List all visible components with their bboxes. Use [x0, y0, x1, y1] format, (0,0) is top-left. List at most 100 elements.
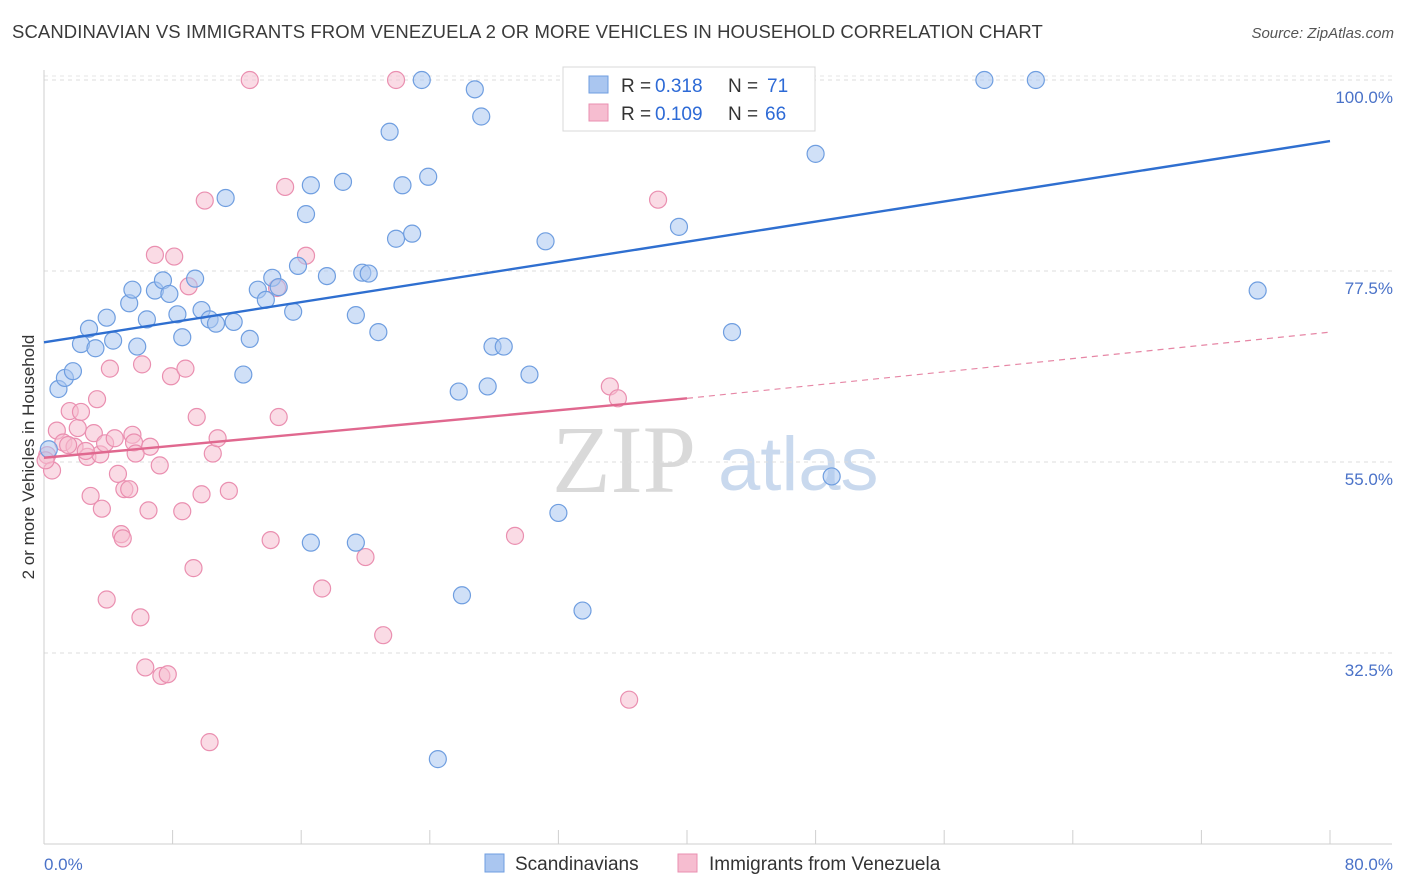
legend-r-value-2: 0.109	[655, 104, 703, 125]
legend-bottom-swatch-scandinavians	[484, 853, 505, 873]
data-point-venezuela	[150, 456, 169, 475]
watermark-atlas: atlas	[718, 422, 879, 507]
data-point-venezuela	[219, 481, 238, 500]
legend-bottom: Scandinavians Immigrants from Venezuela	[484, 853, 941, 875]
legend-n-value-1: 71	[767, 76, 788, 97]
data-point-scandinavians	[296, 205, 316, 224]
data-point-venezuela	[269, 407, 288, 427]
series-scandinavians-points	[39, 70, 1267, 769]
data-point-scandinavians	[393, 176, 412, 195]
data-point-scandinavians	[478, 377, 497, 396]
y-tick-label: 32.5%	[1345, 661, 1393, 680]
legend-r-value-1: 0.318	[655, 76, 703, 97]
data-point-scandinavians	[206, 314, 226, 333]
data-point-scandinavians	[123, 280, 142, 299]
legend-n-value-2: 66	[765, 104, 786, 125]
data-point-scandinavians	[386, 229, 406, 248]
data-point-scandinavians	[536, 232, 555, 251]
data-point-scandinavians	[419, 167, 438, 186]
data-point-scandinavians	[380, 122, 399, 141]
data-point-scandinavians	[1248, 281, 1267, 300]
data-point-venezuela	[97, 590, 116, 609]
data-point-venezuela	[136, 658, 155, 677]
legend-n-label-1: N =	[728, 76, 758, 97]
data-point-scandinavians	[549, 503, 568, 523]
data-point-venezuela	[108, 464, 128, 483]
data-point-venezuela	[131, 608, 150, 627]
data-point-venezuela	[240, 70, 259, 90]
legend-r-label-2: R =	[621, 104, 651, 125]
data-point-venezuela	[312, 579, 332, 598]
y-tick-labels: 100.0% 77.5% 55.0% 32.5%	[1335, 88, 1393, 680]
x-ticks	[43, 830, 1331, 844]
data-point-scandinavians	[346, 306, 365, 325]
data-point-scandinavians	[494, 337, 513, 356]
legend-top: R = 0.318 N = 71 R = 0.109 N = 66	[562, 66, 816, 132]
data-point-scandinavians	[452, 586, 472, 605]
data-point-scandinavians	[301, 533, 320, 552]
data-point-venezuela	[505, 526, 525, 545]
data-point-scandinavians	[240, 329, 259, 349]
data-point-scandinavians	[137, 310, 156, 329]
data-point-venezuela	[71, 402, 91, 422]
trend-lines	[43, 139, 1331, 459]
data-point-venezuela	[276, 177, 295, 197]
data-point-venezuela	[68, 418, 87, 438]
data-point-venezuela	[81, 486, 100, 506]
data-point-scandinavians	[288, 256, 308, 276]
data-point-venezuela	[184, 559, 203, 578]
data-point-scandinavians	[806, 144, 825, 163]
data-point-venezuela	[208, 429, 227, 448]
data-point-scandinavians	[216, 188, 235, 208]
legend-bottom-label-venezuela: Immigrants from Venezuela	[709, 854, 941, 875]
data-point-venezuela	[195, 191, 214, 210]
data-point-scandinavians	[669, 217, 689, 236]
data-point-scandinavians	[186, 269, 205, 288]
data-point-scandinavians	[573, 601, 592, 620]
data-point-scandinavians	[449, 382, 468, 401]
data-point-scandinavians	[97, 308, 116, 327]
data-point-venezuela	[100, 359, 120, 378]
data-point-venezuela	[113, 529, 132, 548]
data-point-venezuela	[161, 367, 181, 386]
chart-source: Source: ZipAtlas.com	[1251, 25, 1394, 42]
data-point-scandinavians	[269, 278, 288, 297]
data-point-scandinavians	[472, 107, 491, 126]
data-point-scandinavians	[104, 331, 123, 350]
y-tick-label: 100.0%	[1335, 88, 1393, 107]
data-point-venezuela	[173, 502, 192, 521]
data-point-venezuela	[139, 501, 158, 520]
data-point-venezuela	[176, 359, 195, 378]
data-point-scandinavians	[317, 266, 337, 286]
legend-bottom-label-scandinavians: Scandinavians	[515, 854, 639, 875]
data-point-venezuela	[386, 70, 406, 90]
data-point-venezuela	[92, 499, 111, 518]
data-point-scandinavians	[520, 365, 539, 384]
legend-n-label-2: N =	[728, 104, 758, 125]
data-point-venezuela	[192, 485, 211, 504]
data-point-venezuela	[261, 530, 280, 550]
legend-r-label-1: R =	[621, 76, 651, 97]
data-point-scandinavians	[168, 305, 187, 324]
data-point-scandinavians	[86, 339, 105, 358]
data-point-scandinavians	[1026, 70, 1045, 90]
series-venezuela-points	[36, 70, 668, 752]
data-point-scandinavians	[428, 750, 447, 769]
data-point-venezuela	[648, 190, 668, 209]
data-point-scandinavians	[39, 440, 58, 459]
data-point-scandinavians	[301, 176, 320, 195]
data-point-scandinavians	[975, 70, 994, 90]
watermark-zip: ZIP	[552, 406, 696, 513]
data-point-venezuela	[158, 665, 177, 684]
data-point-scandinavians	[822, 467, 841, 486]
data-point-scandinavians	[160, 284, 179, 304]
data-point-venezuela	[620, 690, 639, 709]
data-point-venezuela	[59, 435, 78, 455]
trend-line-scandinavians	[43, 139, 1331, 344]
y-axis-label: 2 or more Vehicles in Household	[19, 335, 38, 580]
y-tick-label: 77.5%	[1345, 279, 1393, 298]
data-point-scandinavians	[234, 365, 253, 384]
data-point-venezuela	[374, 626, 393, 645]
data-point-scandinavians	[173, 328, 192, 347]
